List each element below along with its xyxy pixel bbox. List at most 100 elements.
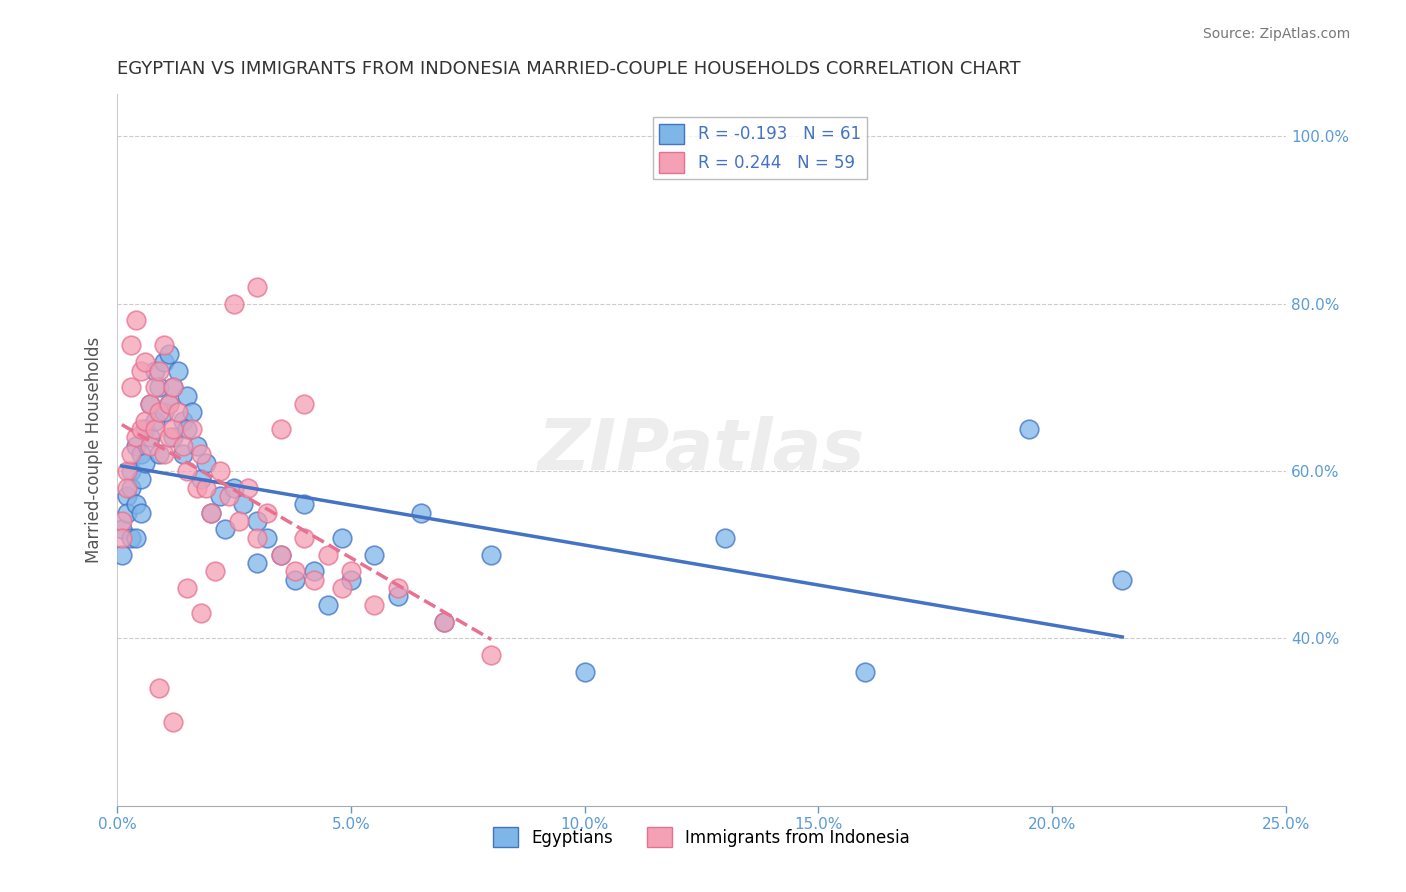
Immigrants from Indonesia [172, 439, 194, 453]
Immigrants from Indonesia [479, 648, 502, 662]
Egyptians [214, 523, 236, 537]
Immigrants from Indonesia [190, 447, 212, 461]
Immigrants from Indonesia [302, 573, 325, 587]
Egyptians [246, 514, 269, 528]
Immigrants from Indonesia [204, 565, 226, 579]
Immigrants from Indonesia [157, 397, 180, 411]
Immigrants from Indonesia [340, 565, 363, 579]
Egyptians [162, 430, 184, 444]
Immigrants from Indonesia [190, 606, 212, 620]
Immigrants from Indonesia [186, 481, 208, 495]
Immigrants from Indonesia [316, 548, 339, 562]
Immigrants from Indonesia [153, 447, 176, 461]
Immigrants from Indonesia [236, 481, 259, 495]
Egyptians [176, 389, 198, 403]
Egyptians [714, 531, 737, 545]
Egyptians [143, 414, 166, 428]
Immigrants from Indonesia [120, 380, 142, 394]
Immigrants from Indonesia [162, 714, 184, 729]
Egyptians [125, 439, 148, 453]
Egyptians [134, 456, 156, 470]
Egyptians [125, 497, 148, 511]
Immigrants from Indonesia [292, 397, 315, 411]
Immigrants from Indonesia [162, 422, 184, 436]
Immigrants from Indonesia [176, 581, 198, 595]
Egyptians [172, 414, 194, 428]
Immigrants from Indonesia [139, 397, 162, 411]
Egyptians [284, 573, 307, 587]
Egyptians [143, 363, 166, 377]
Immigrants from Indonesia [139, 439, 162, 453]
Egyptians [316, 598, 339, 612]
Immigrants from Indonesia [162, 380, 184, 394]
Egyptians [115, 506, 138, 520]
Egyptians [433, 615, 456, 629]
Immigrants from Indonesia [153, 338, 176, 352]
Egyptians [129, 472, 152, 486]
Immigrants from Indonesia [363, 598, 385, 612]
Egyptians [120, 464, 142, 478]
Egyptians [209, 489, 232, 503]
Egyptians [574, 665, 596, 679]
Immigrants from Indonesia [167, 405, 190, 419]
Immigrants from Indonesia [157, 430, 180, 444]
Egyptians [387, 590, 409, 604]
Immigrants from Indonesia [115, 481, 138, 495]
Immigrants from Indonesia [209, 464, 232, 478]
Immigrants from Indonesia [148, 363, 170, 377]
Egyptians [409, 506, 432, 520]
Immigrants from Indonesia [111, 514, 134, 528]
Egyptians [246, 556, 269, 570]
Immigrants from Indonesia [143, 380, 166, 394]
Egyptians [148, 380, 170, 394]
Immigrants from Indonesia [120, 447, 142, 461]
Egyptians [129, 447, 152, 461]
Immigrants from Indonesia [115, 464, 138, 478]
Egyptians [139, 397, 162, 411]
Egyptians [148, 447, 170, 461]
Immigrants from Indonesia [284, 565, 307, 579]
Egyptians [340, 573, 363, 587]
Immigrants from Indonesia [120, 338, 142, 352]
Egyptians [111, 523, 134, 537]
Egyptians [125, 531, 148, 545]
Egyptians [363, 548, 385, 562]
Egyptians [120, 531, 142, 545]
Immigrants from Indonesia [148, 405, 170, 419]
Immigrants from Indonesia [200, 506, 222, 520]
Legend: R = -0.193   N = 61, R = 0.244   N = 59: R = -0.193 N = 61, R = 0.244 N = 59 [652, 117, 868, 179]
Egyptians [167, 363, 190, 377]
Egyptians [302, 565, 325, 579]
Egyptians [176, 422, 198, 436]
Y-axis label: Married-couple Households: Married-couple Households [86, 337, 103, 563]
Egyptians [190, 472, 212, 486]
Immigrants from Indonesia [292, 531, 315, 545]
Egyptians [1018, 422, 1040, 436]
Egyptians [153, 355, 176, 369]
Immigrants from Indonesia [195, 481, 218, 495]
Egyptians [115, 489, 138, 503]
Egyptians [186, 439, 208, 453]
Egyptians [200, 506, 222, 520]
Immigrants from Indonesia [125, 430, 148, 444]
Egyptians [162, 380, 184, 394]
Immigrants from Indonesia [387, 581, 409, 595]
Text: ZIPatlas: ZIPatlas [538, 416, 865, 484]
Egyptians [134, 422, 156, 436]
Egyptians [1111, 573, 1133, 587]
Immigrants from Indonesia [433, 615, 456, 629]
Immigrants from Indonesia [246, 531, 269, 545]
Immigrants from Indonesia [176, 464, 198, 478]
Immigrants from Indonesia [129, 363, 152, 377]
Egyptians [222, 481, 245, 495]
Immigrants from Indonesia [129, 422, 152, 436]
Immigrants from Indonesia [148, 681, 170, 696]
Egyptians [111, 548, 134, 562]
Text: Source: ZipAtlas.com: Source: ZipAtlas.com [1202, 27, 1350, 41]
Egyptians [139, 430, 162, 444]
Egyptians [270, 548, 292, 562]
Egyptians [479, 548, 502, 562]
Egyptians [853, 665, 876, 679]
Immigrants from Indonesia [218, 489, 240, 503]
Immigrants from Indonesia [256, 506, 278, 520]
